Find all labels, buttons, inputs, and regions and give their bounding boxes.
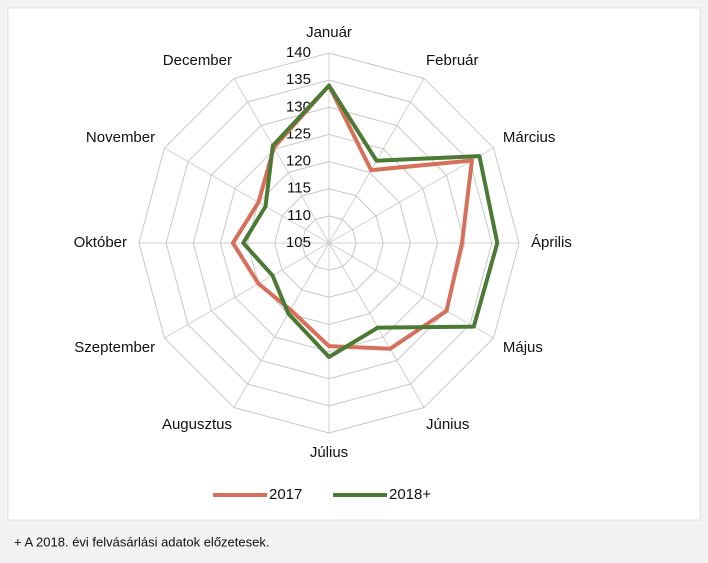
category-label: November xyxy=(86,129,155,146)
spoke xyxy=(164,147,330,244)
r-tick-label: 105 xyxy=(286,234,311,251)
grid-ring xyxy=(301,215,357,271)
r-tick-label: 135 xyxy=(286,71,311,88)
series-line xyxy=(241,83,500,359)
category-label: Június xyxy=(426,416,469,433)
spoke xyxy=(164,242,330,339)
grid-ring xyxy=(274,188,384,298)
r-tick-label: 110 xyxy=(287,207,311,224)
spoke xyxy=(328,242,494,339)
category-label: Szeptember xyxy=(74,339,155,356)
category-label: Október xyxy=(74,234,127,251)
spoke xyxy=(328,242,425,408)
category-label: Július xyxy=(310,444,348,461)
r-tick-label: 140 xyxy=(286,44,311,61)
spoke xyxy=(328,147,494,244)
plot-panel xyxy=(7,7,701,521)
grid-ring xyxy=(192,106,466,380)
category-label: Április xyxy=(531,234,572,251)
series-line xyxy=(230,83,474,351)
r-tick-label: 120 xyxy=(286,153,311,170)
category-label: Január xyxy=(306,24,352,41)
legend-label: 2017 xyxy=(269,486,302,503)
category-label: Február xyxy=(426,52,479,69)
category-label: December xyxy=(163,52,232,69)
grid-ring xyxy=(219,133,439,353)
spoke xyxy=(233,78,330,244)
category-label: Május xyxy=(503,339,543,356)
grid-ring xyxy=(138,52,520,434)
category-label: Augusztus xyxy=(162,416,232,433)
footnote: + A 2018. évi felvásárlási adatok előzet… xyxy=(14,534,269,549)
r-tick-label: 115 xyxy=(287,180,311,197)
legend-label: 2018+ xyxy=(389,486,431,503)
spoke xyxy=(233,242,330,408)
category-label: Március xyxy=(503,129,556,146)
